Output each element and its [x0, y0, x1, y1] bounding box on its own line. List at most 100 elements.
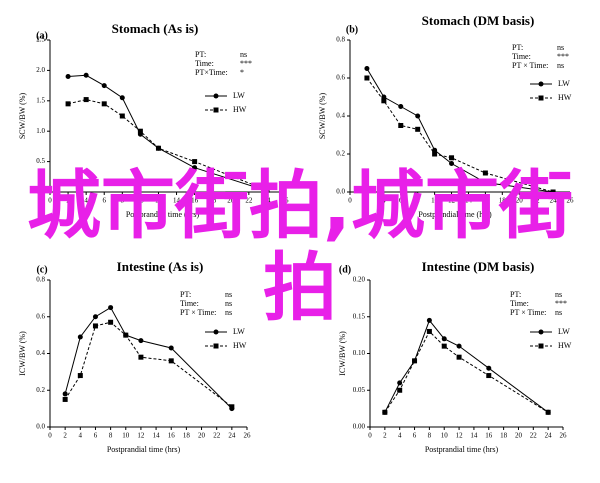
data-point — [92, 314, 98, 320]
x-tick-label: 6 — [94, 432, 98, 440]
data-point — [397, 387, 403, 393]
stat-value: *** — [555, 299, 567, 308]
data-point — [441, 343, 447, 349]
stat-label: Time: — [512, 52, 531, 61]
stat-label: PT: — [195, 50, 206, 59]
x-tick-label: 16 — [482, 197, 490, 205]
y-tick-label: 0.5 — [36, 157, 45, 165]
x-tick-label: 22 — [245, 197, 253, 205]
y-tick-label: 0.0 — [336, 188, 345, 196]
x-tick-label: 20 — [516, 197, 524, 205]
y-tick-label: 0.2 — [36, 386, 45, 394]
data-point — [415, 126, 421, 132]
y-tick-label: 0.10 — [353, 349, 366, 357]
data-point — [101, 83, 107, 89]
legend-label: HW — [233, 341, 247, 350]
x-tick-label: 18 — [209, 197, 217, 205]
series-line — [366, 68, 554, 193]
legend-label: LW — [558, 79, 570, 88]
data-point — [486, 373, 492, 379]
panel-label: (d) — [339, 264, 351, 275]
y-tick-label: 2.5 — [36, 36, 45, 44]
chart-title: Stomach (As is) — [112, 21, 199, 36]
x-tick-label: 10 — [137, 197, 145, 205]
data-point — [137, 128, 143, 134]
x-tick-label: 6 — [413, 432, 417, 440]
x-tick-label: 4 — [382, 197, 386, 205]
x-tick-label: 14 — [465, 197, 473, 205]
y-tick-label: 0.4 — [336, 112, 345, 120]
data-point — [83, 97, 89, 103]
x-tick-label: 6 — [399, 197, 403, 205]
stat-value: *** — [240, 59, 252, 68]
y-tick-label: 0.20 — [353, 276, 366, 284]
chart-title: Intestine (As is) — [117, 259, 204, 274]
series-line — [68, 74, 268, 192]
x-tick-label: 24 — [550, 197, 558, 205]
x-tick-label: 0 — [348, 197, 352, 205]
data-point — [456, 343, 462, 349]
x-tick-label: 12 — [155, 197, 163, 205]
x-tick-label: 22 — [533, 197, 541, 205]
x-tick-label: 8 — [121, 197, 125, 205]
data-point — [381, 94, 387, 100]
stat-value: ns — [557, 61, 564, 70]
data-point — [486, 365, 492, 371]
y-tick-label: 0.15 — [353, 312, 366, 320]
stat-label: PT: — [510, 290, 521, 299]
data-point — [398, 123, 404, 128]
y-tick-label: 0.0 — [36, 188, 45, 196]
data-point — [264, 187, 270, 193]
legend-label: HW — [233, 105, 247, 114]
legend-label: HW — [558, 93, 572, 102]
data-point — [65, 101, 71, 107]
legend-marker — [213, 343, 219, 349]
y-tick-label: 0.0 — [36, 423, 45, 431]
data-point — [432, 151, 438, 157]
data-point — [77, 334, 83, 340]
stat-value: ns — [225, 290, 232, 299]
y-tick-label: 2.0 — [36, 66, 45, 74]
data-point — [119, 95, 125, 101]
x-tick-label: 4 — [84, 197, 88, 205]
x-tick-label: 2 — [365, 197, 369, 205]
x-axis-label: Postprandial time (hrs) — [418, 210, 492, 219]
x-tick-label: 18 — [500, 432, 508, 440]
stat-label: Time: — [510, 299, 529, 308]
series-line — [366, 77, 554, 193]
x-tick-label: 0 — [48, 197, 52, 205]
stat-label: PT × Time: — [510, 308, 546, 317]
legend-marker — [213, 93, 219, 99]
x-tick-label: 26 — [560, 432, 568, 440]
x-tick-label: 22 — [530, 432, 538, 440]
x-tick-label: 24 — [228, 432, 236, 440]
data-point — [382, 409, 388, 415]
x-axis-label: Postprandial time (hrs) — [425, 445, 499, 454]
x-axis-label: Postprandial time (hrs) — [107, 445, 181, 454]
data-point — [449, 155, 455, 161]
x-tick-label: 12 — [448, 197, 456, 205]
series-line — [384, 319, 549, 413]
data-point — [168, 358, 174, 364]
stat-label: PT: — [180, 290, 191, 299]
x-tick-label: 20 — [198, 432, 206, 440]
x-tick-label: 14 — [470, 432, 478, 440]
legend-label: LW — [233, 91, 245, 100]
data-point — [192, 159, 198, 165]
stat-value: ns — [225, 308, 232, 317]
data-point — [398, 104, 404, 109]
data-point — [364, 66, 370, 71]
stat-label: Time: — [195, 59, 214, 68]
x-tick-label: 22 — [213, 432, 221, 440]
data-point — [108, 319, 114, 325]
data-point — [381, 98, 387, 104]
data-point — [482, 180, 488, 185]
stat-value: ns — [555, 290, 562, 299]
stat-value: * — [240, 68, 244, 77]
stat-label: PT × Time: — [180, 308, 216, 317]
x-tick-label: 12 — [456, 432, 464, 440]
x-tick-label: 20 — [515, 432, 523, 440]
legend-marker — [538, 81, 544, 87]
x-tick-label: 16 — [168, 432, 176, 440]
chart-title: Intestine (DM basis) — [422, 259, 535, 274]
